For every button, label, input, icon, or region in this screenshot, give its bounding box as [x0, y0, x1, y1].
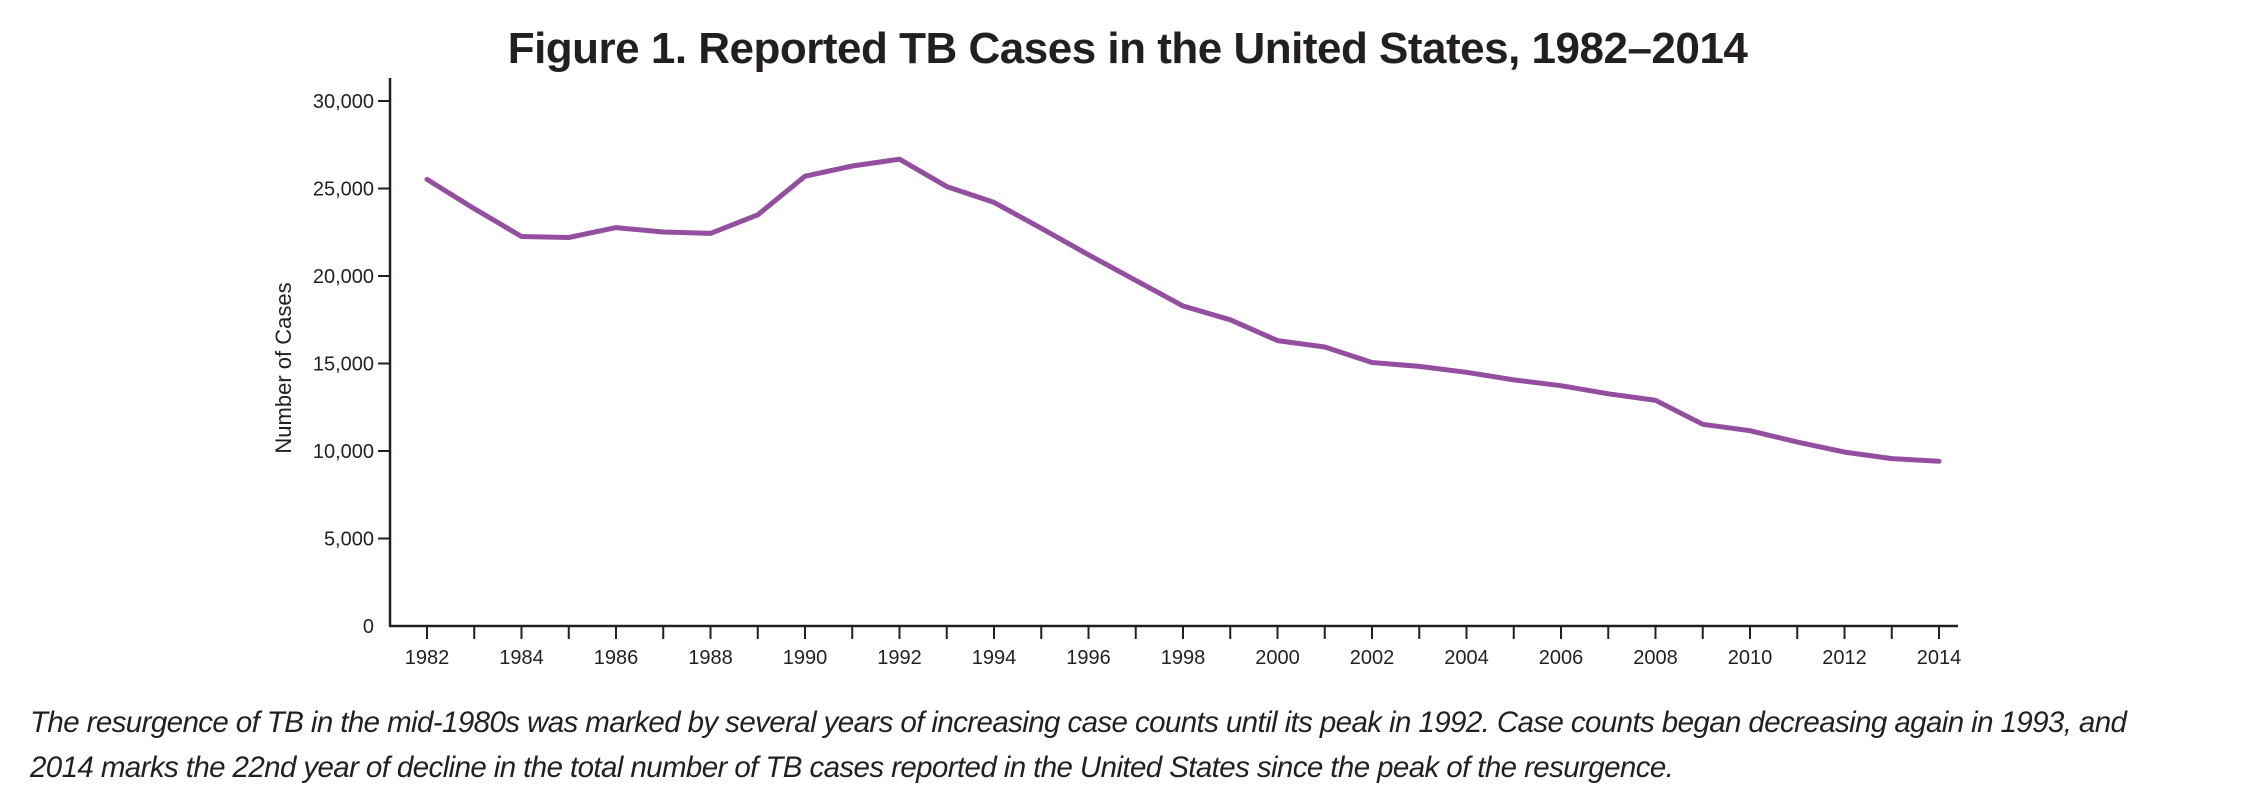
- y-tick-label: 25,000: [313, 179, 374, 201]
- x-tick-label: 1984: [499, 647, 544, 669]
- x-tick-label: 2014: [1917, 647, 1962, 669]
- x-tick-label: 1990: [783, 647, 828, 669]
- y-tick-label: 15,000: [313, 354, 374, 376]
- x-tick-label: 1988: [688, 647, 733, 669]
- y-tick-label: 0: [363, 616, 374, 638]
- chart-title: Figure 1. Reported TB Cases in the Unite…: [507, 24, 1748, 73]
- x-axis-ticks: 1982 1984 1986 1988 1990 1992 1994 1996 1998 2000…: [405, 626, 1962, 669]
- caption-line-1: The resurgence of TB in the mid-1980s wa…: [30, 706, 2127, 739]
- y-tick-label: 20,000: [313, 266, 374, 288]
- y-tick-label: 5,000: [324, 529, 374, 551]
- y-axis-ticks: 0 5,000 10,000 15,000 20,000 25,000 30,000: [313, 91, 390, 638]
- x-tick-label: 1994: [972, 647, 1017, 669]
- x-tick-label: 2006: [1539, 647, 1584, 669]
- y-axis-title: Number of Cases: [271, 282, 296, 453]
- x-tick-label: 2010: [1728, 647, 1773, 669]
- x-tick-label: 1982: [405, 647, 450, 669]
- x-tick-label: 2012: [1822, 647, 1867, 669]
- figure-caption: The resurgence of TB in the mid-1980s wa…: [30, 700, 2250, 790]
- x-tick-label: 1986: [594, 647, 639, 669]
- y-tick-label: 30,000: [313, 91, 374, 113]
- series-layer: [424, 156, 1942, 464]
- x-tick-label: 2004: [1444, 647, 1489, 669]
- x-tick-label: 2000: [1255, 647, 1300, 669]
- y-tick-label: 10,000: [313, 441, 374, 463]
- axes: [388, 78, 1958, 628]
- x-tick-label: 2002: [1350, 647, 1395, 669]
- series-line-tb-cases: [424, 156, 1942, 464]
- x-tick-label: 1996: [1066, 647, 1111, 669]
- caption-line-2: 2014 marks the 22nd year of decline in t…: [30, 751, 1674, 784]
- x-tick-label: 1992: [877, 647, 922, 669]
- x-tick-label: 1998: [1161, 647, 1206, 669]
- x-tick-label: 2008: [1633, 647, 1678, 669]
- line-chart: 0 5,000 10,000 15,000 20,000 25,000 30,000 198…: [271, 78, 1962, 669]
